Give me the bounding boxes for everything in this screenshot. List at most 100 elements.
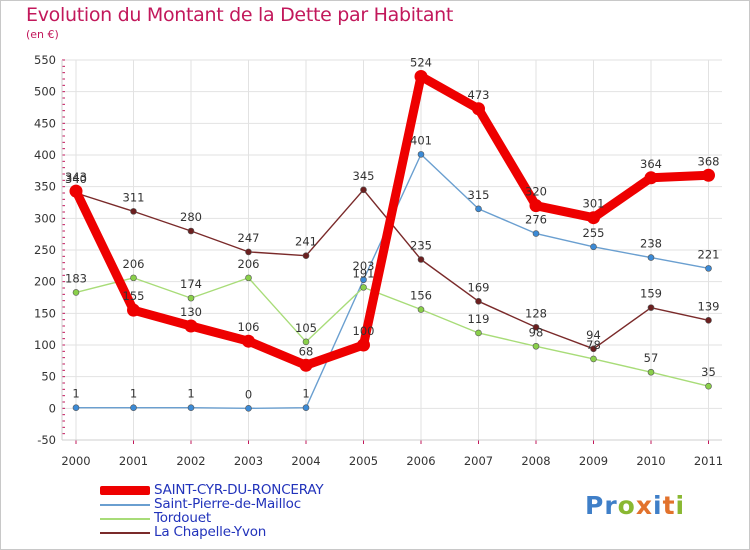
data-label-la-chapelle-yvon: 94 [586,328,601,342]
legend-label-saint-cyr: SAINT-CYR-DU-RONCERAY [154,482,324,498]
x-tick-label: 2004 [291,454,320,468]
y-tick-label: 150 [34,306,56,320]
data-label-saint-pierre-de-mailloc: 0 [245,387,252,401]
data-point-saint-cyr-du-ronceray [587,211,600,225]
data-point-saint-cyr-du-ronceray [644,171,658,185]
data-label-saint-cyr-du-ronceray: 155 [123,289,145,303]
data-label-tordouet: 183 [65,271,87,285]
data-label-la-chapelle-yvon: 169 [468,280,490,294]
data-point-la-chapelle-yvon [475,297,482,305]
x-tick-label: 2011 [694,454,723,468]
data-point-la-chapelle-yvon [417,256,425,263]
y-tick-label: 50 [41,370,56,384]
data-point-la-chapelle-yvon [590,345,597,353]
x-tick-label: 2001 [119,454,148,468]
data-point-la-chapelle-yvon [130,208,137,215]
data-point-saint-pierre-de-mailloc [417,151,425,158]
data-point-tordouet [302,338,310,346]
y-tick-label: 250 [34,243,56,257]
y-tick-label: 200 [34,275,56,289]
data-point-la-chapelle-yvon [245,248,252,256]
data-label-la-chapelle-yvon: 247 [238,231,260,245]
data-label-tordouet: 119 [468,312,490,326]
data-label-tordouet: 105 [295,321,317,335]
data-label-la-chapelle-yvon: 345 [353,169,375,183]
legend-swatch-tordouet [100,518,150,520]
data-point-saint-pierre-de-mailloc [130,404,137,412]
legend-swatch-saint-cyr [100,486,150,495]
data-point-saint-cyr-du-ronceray [184,319,198,333]
x-tick-label: 2003 [234,454,263,468]
data-label-la-chapelle-yvon: 139 [698,299,720,313]
data-point-tordouet [360,284,367,291]
data-point-tordouet [187,294,195,302]
data-point-la-chapelle-yvon [187,227,195,235]
data-point-la-chapelle-yvon [302,252,310,259]
data-point-saint-pierre-de-mailloc [72,404,80,412]
x-tick-label: 2000 [61,454,90,468]
data-point-saint-pierre-de-mailloc [590,243,597,251]
x-tick-label: 2008 [521,454,550,468]
data-label-saint-pierre-de-mailloc: 315 [468,188,490,202]
data-label-tordouet: 174 [180,277,202,291]
data-point-la-chapelle-yvon [360,186,367,194]
data-label-saint-pierre-de-mailloc: 203 [353,259,375,273]
data-point-saint-cyr-du-ronceray [242,334,255,348]
data-label-saint-pierre-de-mailloc: 1 [72,387,79,401]
data-label-saint-cyr-du-ronceray: 130 [180,305,202,319]
x-tick-label: 2002 [176,454,205,468]
y-tick-label: 450 [34,116,56,130]
data-label-saint-cyr-du-ronceray: 106 [238,320,260,334]
legend-label-la-chapelle: La Chapelle-Yvon [154,524,267,540]
data-label-la-chapelle-yvon: 235 [410,239,432,253]
x-tick-label: 2007 [464,454,493,468]
data-label-saint-pierre-de-mailloc: 276 [525,213,547,227]
data-point-saint-pierre-de-mailloc [245,405,252,412]
y-tick-label: -50 [37,433,56,447]
legend-swatch-saint-pierre [100,504,150,506]
data-point-tordouet [475,329,482,337]
data-label-saint-pierre-de-mailloc: 1 [187,387,194,401]
data-point-saint-pierre-de-mailloc [705,265,712,272]
data-label-tordouet: 35 [701,365,716,379]
y-tick-label: 0 [49,401,56,415]
data-label-saint-cyr-du-ronceray: 301 [583,197,605,211]
data-point-la-chapelle-yvon [647,304,655,311]
data-point-tordouet [705,382,712,390]
data-label-tordouet: 57 [644,351,659,365]
y-tick-label: 300 [34,211,56,225]
data-label-la-chapelle-yvon: 241 [295,235,317,249]
y-tick-label: 500 [34,85,56,99]
x-tick-label: 2009 [579,454,608,468]
data-label-saint-cyr-du-ronceray: 343 [65,170,87,184]
data-label-la-chapelle-yvon: 159 [640,287,662,301]
data-label-saint-cyr-du-ronceray: 473 [468,88,490,102]
data-label-tordouet: 156 [410,289,432,303]
data-point-saint-cyr-du-ronceray [127,303,140,317]
data-point-saint-pierre-de-mailloc [302,404,310,412]
data-point-saint-cyr-du-ronceray [472,102,485,116]
data-label-tordouet: 98 [529,325,544,339]
data-label-saint-cyr-du-ronceray: 68 [299,344,314,358]
x-tick-label: 2006 [406,454,435,468]
data-label-la-chapelle-yvon: 311 [123,190,145,204]
data-label-la-chapelle-yvon: 280 [180,210,202,224]
data-point-saint-cyr-du-ronceray [529,199,543,213]
data-point-tordouet [72,289,80,296]
y-tick-label: 550 [34,53,56,67]
data-point-tordouet [647,368,655,376]
data-label-saint-cyr-du-ronceray: 100 [353,324,375,338]
data-label-saint-pierre-de-mailloc: 1 [302,387,309,401]
series-line-tordouet [75,277,710,387]
y-tick-label: 100 [34,338,56,352]
data-label-saint-pierre-de-mailloc: 401 [410,133,432,147]
legend-swatch-la-chapelle [100,532,150,534]
data-label-saint-cyr-du-ronceray: 320 [525,185,547,199]
data-point-la-chapelle-yvon [705,316,712,324]
data-point-saint-cyr-du-ronceray [299,358,313,372]
data-label-saint-pierre-de-mailloc: 238 [640,237,662,251]
data-point-tordouet [245,274,252,282]
legend-label-saint-pierre: Saint-Pierre-de-Mailloc [154,496,301,512]
data-point-tordouet [590,355,597,363]
